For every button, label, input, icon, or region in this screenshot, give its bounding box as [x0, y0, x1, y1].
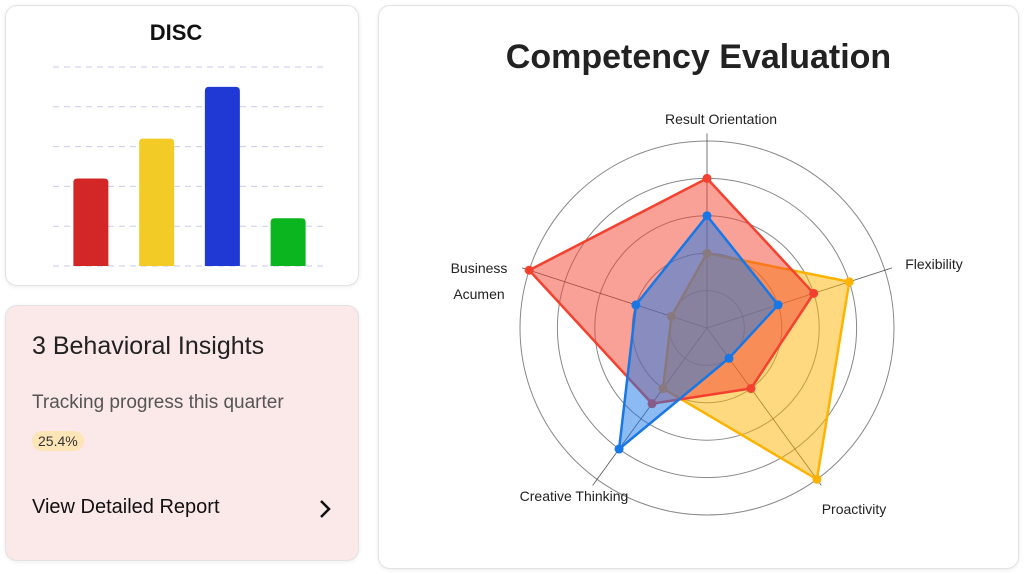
radar-point — [724, 353, 734, 363]
radar-area — [617, 213, 780, 452]
radar-point — [773, 300, 783, 310]
report-link[interactable]: View Detailed Report — [32, 496, 332, 519]
radar-point — [809, 288, 819, 298]
bar — [73, 178, 109, 266]
radar-point — [524, 265, 534, 275]
insights-title: 3 Behavioral Insights — [32, 332, 265, 360]
insights-subtitle: Tracking progress this quarter — [32, 392, 284, 413]
radar-point — [702, 211, 712, 221]
axis-label: Proactivity — [821, 501, 887, 517]
chart-title: DISC — [150, 20, 203, 45]
axis-label: Business Acumen — [450, 260, 508, 302]
radar-point — [631, 300, 641, 310]
bar — [139, 138, 175, 266]
axis-label: Result Orientation — [664, 111, 778, 127]
disc-chart: DISC — [53, 20, 326, 267]
radar-point — [614, 444, 624, 454]
badge: 25.4% — [32, 431, 84, 451]
axis-label: Creative Thinking — [519, 488, 629, 504]
radar-point — [844, 277, 854, 287]
chart-title: Competency Evaluation — [505, 38, 892, 76]
bar — [204, 86, 240, 267]
radar-point — [746, 384, 756, 394]
bar — [270, 218, 306, 266]
radar-chart — [519, 133, 895, 516]
radar-point — [702, 173, 712, 183]
competency-card: Competency Evaluation Result Orientation… — [378, 5, 1019, 569]
report-link-text[interactable]: View Detailed Report — [32, 496, 220, 518]
axis-label: Flexibility — [905, 256, 963, 272]
disc-card: DISC — [5, 5, 359, 286]
radar-point — [812, 474, 822, 484]
insights-card: 3 Behavioral Insights Tracking progress … — [5, 305, 359, 561]
chevron[interactable] — [318, 498, 332, 520]
